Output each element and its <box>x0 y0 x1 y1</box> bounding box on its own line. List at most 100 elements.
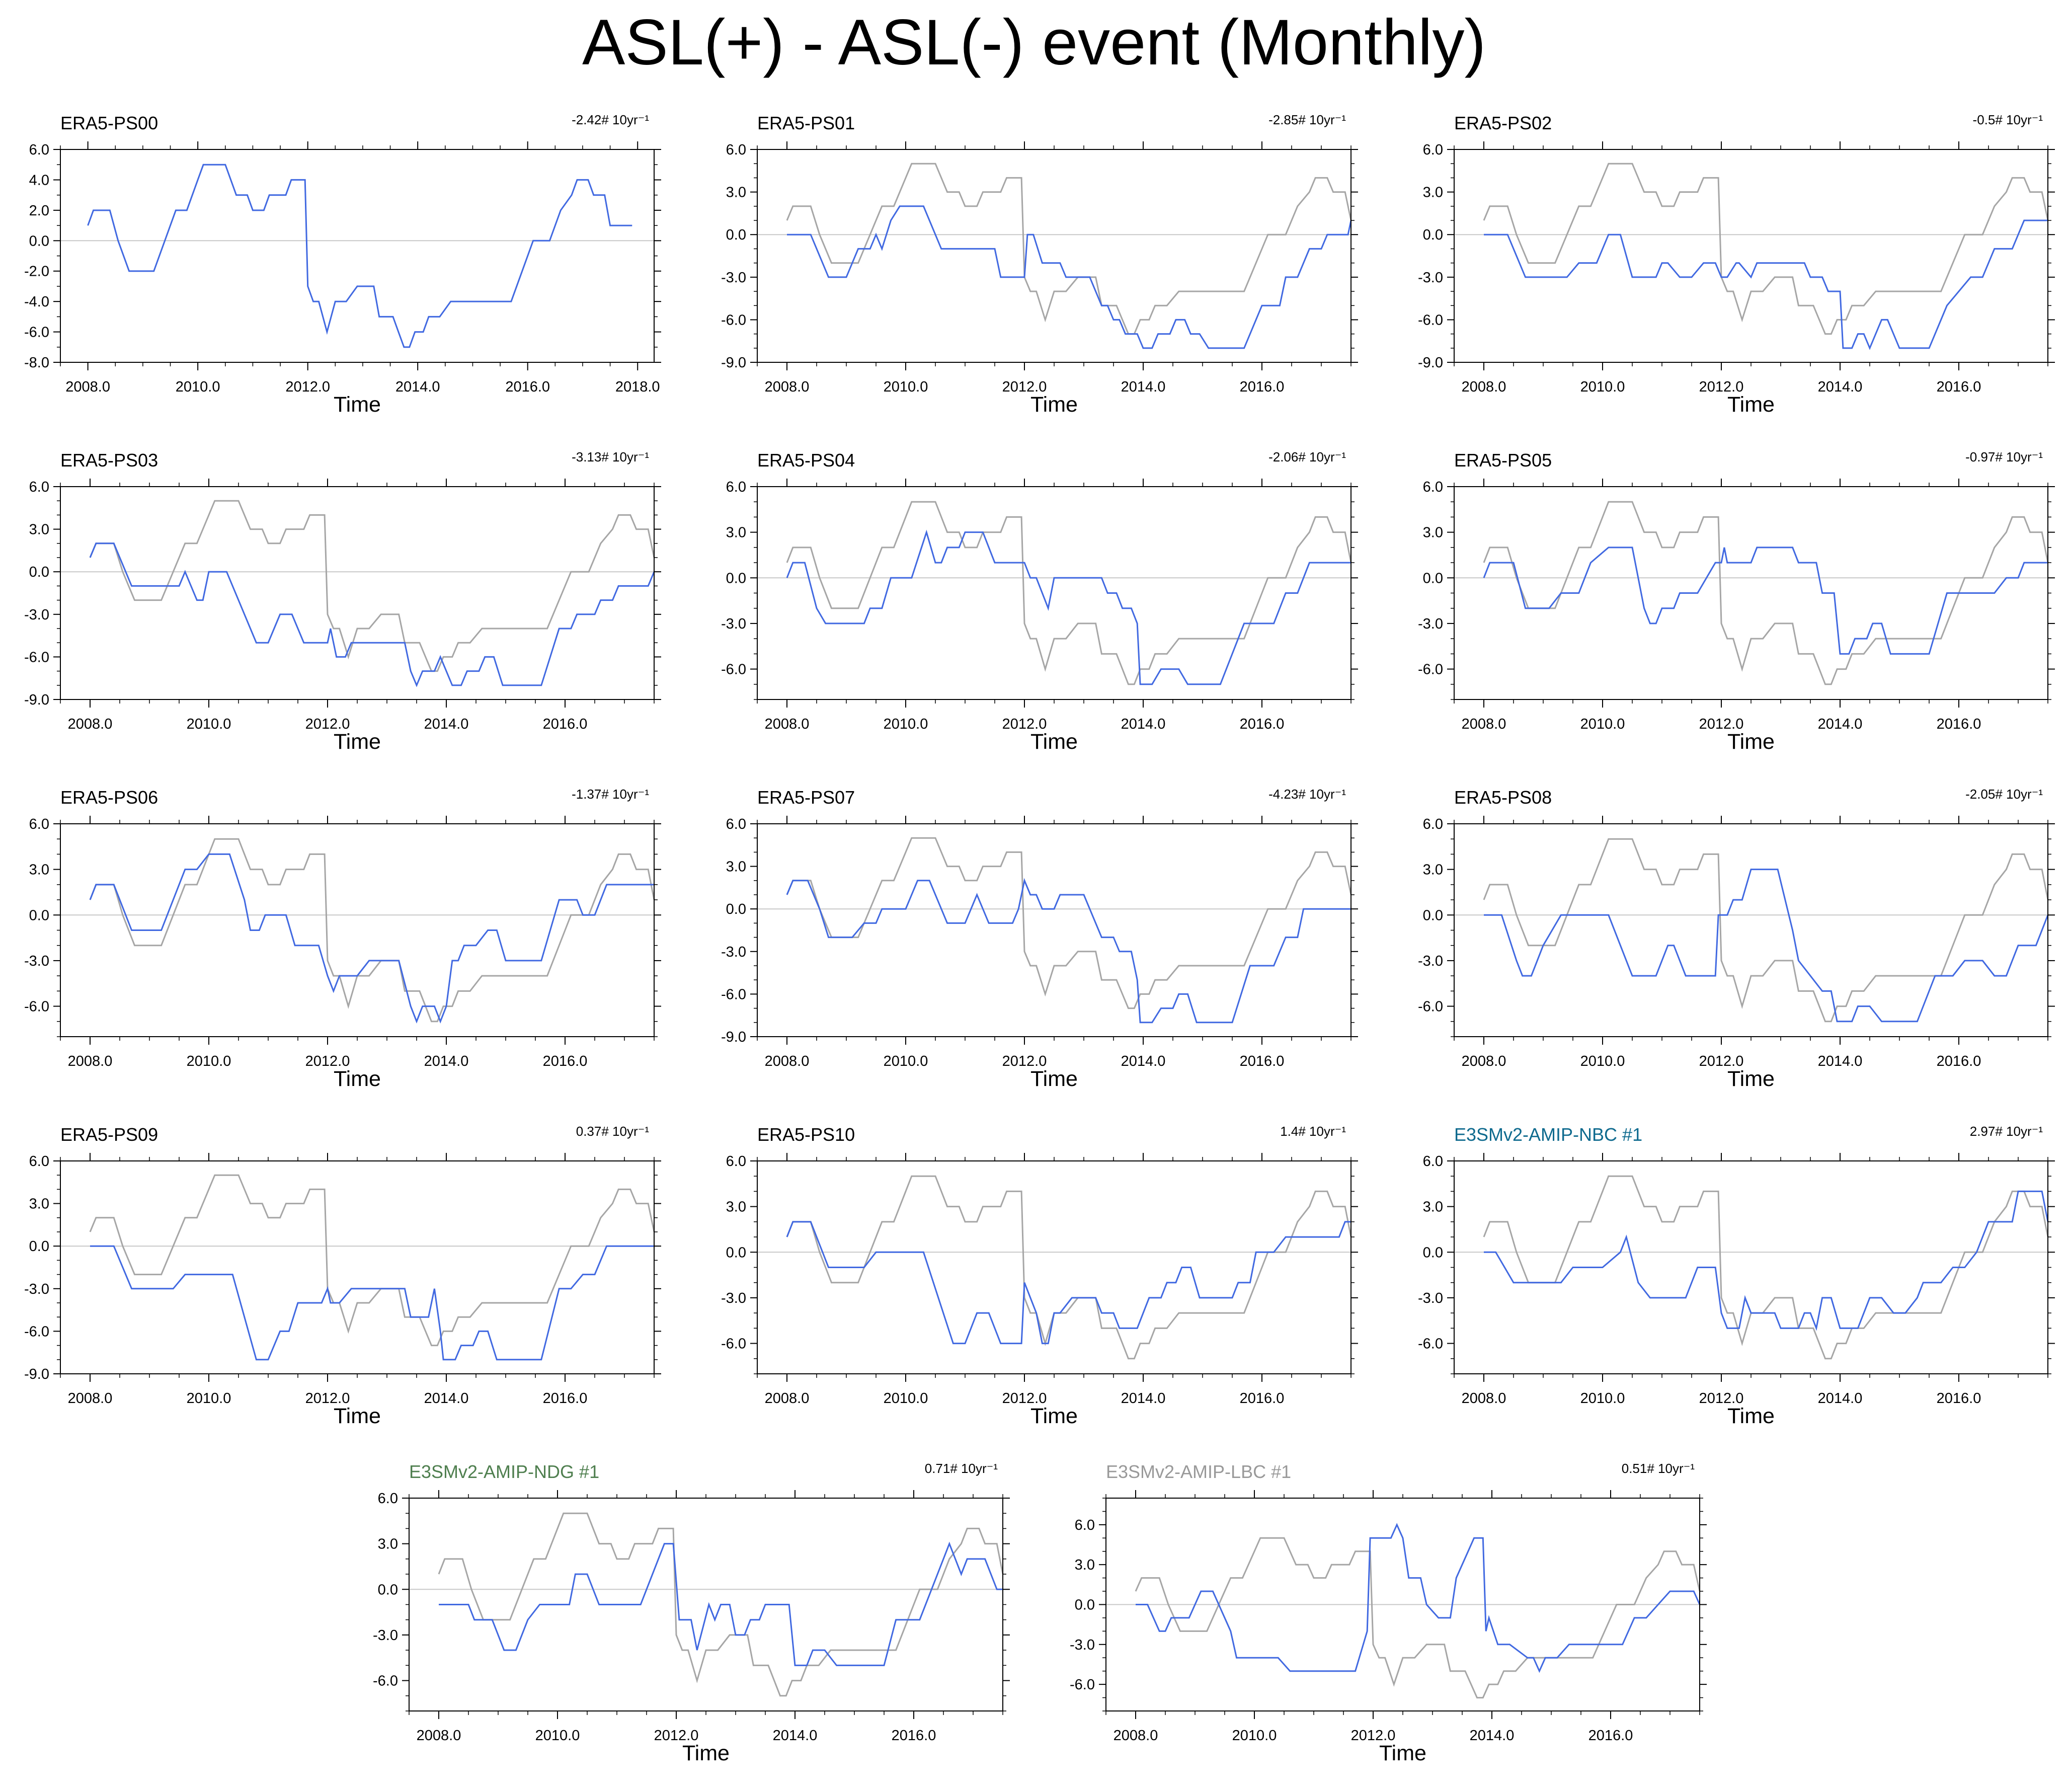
chart-panel: ERA5-PS02 -0.5# 10yr⁻¹ 6.0 3.0 0.0 -3.0 -6.0 -9… <box>1394 98 2055 417</box>
reference-series-line <box>438 1512 1004 1697</box>
x-axis-label: Time <box>682 1741 730 1765</box>
model-series-line <box>787 205 1352 349</box>
x-axis-label: Time <box>1727 730 1775 754</box>
x-tick-label: 2012.0 <box>1351 1728 1396 1744</box>
y-tick-label: -3.0 <box>24 953 49 969</box>
y-tick-label: -6.0 <box>373 1673 398 1689</box>
x-tick-label: 2014.0 <box>1121 1053 1166 1069</box>
chart-svg: ERA5-PS01 -2.85# 10yr⁻¹ 6.0 3.0 0.0 -3.0 -6.0 -… <box>721 112 1358 417</box>
model-series-line <box>1484 1190 2049 1331</box>
reference-series-line <box>89 1174 655 1347</box>
x-tick-label: 2012.0 <box>1699 1053 1744 1069</box>
chart-panel: ERA5-PS03 -3.13# 10yr⁻¹ 6.0 3.0 0.0 -3.0 -6.0 -… <box>0 435 661 754</box>
x-tick-label: 2014.0 <box>395 379 440 395</box>
x-tick-label: 2016.0 <box>543 1390 588 1407</box>
x-axis-label: Time <box>1727 393 1775 417</box>
y-tick-label: 6.0 <box>726 479 746 495</box>
x-tick-label: 2008.0 <box>765 1390 810 1407</box>
x-axis-label: Time <box>1727 1404 1775 1428</box>
x-axis-label: Time <box>1030 730 1078 754</box>
chart-svg: ERA5-PS07 -4.23# 10yr⁻¹ 6.0 3.0 0.0 -3.0 -6.0 -… <box>721 787 1358 1091</box>
chart-panel: ERA5-PS00 -2.42# 10yr⁻¹ 6.0 4.0 2.0 0.0 -2.0 -4… <box>0 98 661 417</box>
reference-series-line <box>786 501 1352 685</box>
x-tick-label: 2016.0 <box>892 1728 936 1744</box>
model-series-line <box>87 164 632 348</box>
y-tick-label: 4.0 <box>29 172 49 188</box>
chart-panel: E3SMv2-AMIP-NBC #1 2.97# 10yr⁻¹ 6.0 3.0 0.0 -… <box>1394 1110 2055 1428</box>
y-tick-label: -6.0 <box>1418 999 1443 1015</box>
y-tick-label: -3.0 <box>1418 953 1443 969</box>
y-tick-label: 6.0 <box>29 1153 49 1170</box>
x-tick-label: 2010.0 <box>176 379 220 395</box>
y-tick-label: 0.0 <box>726 1244 746 1261</box>
y-tick-label: 6.0 <box>726 142 746 158</box>
x-tick-label: 2008.0 <box>1113 1728 1158 1744</box>
y-tick-label: -6.0 <box>24 649 49 665</box>
chart-svg: ERA5-PS00 -2.42# 10yr⁻¹ 6.0 4.0 2.0 0.0 -2.0 -4… <box>24 112 661 417</box>
x-tick-label: 2016.0 <box>543 716 588 732</box>
x-tick-label: 2016.0 <box>1937 716 1981 732</box>
y-tick-label: -6.0 <box>721 312 746 328</box>
trend-label: -2.06# 10yr⁻¹ <box>1268 449 1346 464</box>
y-tick-label: 0.0 <box>378 1582 398 1598</box>
chart-svg: ERA5-PS06 -1.37# 10yr⁻¹ 6.0 3.0 0.0 -3.0 -6.0 2… <box>24 787 661 1091</box>
y-tick-label: 0.0 <box>29 907 49 923</box>
x-tick-label: 2012.0 <box>305 1053 350 1069</box>
y-tick-label: 3.0 <box>726 185 746 201</box>
panel-title: ERA5-PS03 <box>60 450 158 471</box>
y-tick-label: -4.0 <box>24 294 49 310</box>
panel-title: E3SMv2-AMIP-NBC #1 <box>1454 1124 1642 1145</box>
y-tick-label: -3.0 <box>721 270 746 286</box>
y-tick-label: 3.0 <box>1423 185 1443 201</box>
x-tick-label: 2016.0 <box>1588 1728 1633 1744</box>
x-tick-label: 2010.0 <box>884 379 928 395</box>
plot-frame <box>1454 149 2048 363</box>
x-tick-label: 2012.0 <box>1002 379 1047 395</box>
x-tick-label: 2012.0 <box>285 379 330 395</box>
y-tick-label: -9.0 <box>721 355 746 371</box>
panel-title: E3SMv2-AMIP-LBC #1 <box>1106 1461 1291 1482</box>
y-tick-label: 3.0 <box>1423 862 1443 878</box>
y-tick-label: 0.0 <box>1423 1244 1443 1261</box>
chart-svg: ERA5-PS10 1.4# 10yr⁻¹ 6.0 3.0 0.0 -3.0 -6.0 200… <box>721 1124 1358 1428</box>
y-tick-label: 0.0 <box>1423 907 1443 923</box>
trend-label: 2.97# 10yr⁻¹ <box>1970 1124 2043 1139</box>
y-tick-label: 6.0 <box>1423 479 1443 495</box>
chart-svg: ERA5-PS03 -3.13# 10yr⁻¹ 6.0 3.0 0.0 -3.0 -6.0 -… <box>24 449 661 754</box>
panel-title: ERA5-PS10 <box>757 1124 855 1145</box>
chart-svg: ERA5-PS09 0.37# 10yr⁻¹ 6.0 3.0 0.0 -3.0 -6.0 -9… <box>24 1124 661 1428</box>
x-tick-label: 2010.0 <box>884 1053 928 1069</box>
x-tick-label: 2008.0 <box>1462 1390 1506 1407</box>
model-series-line <box>439 1541 1003 1666</box>
x-tick-label: 2014.0 <box>1818 1053 1863 1069</box>
plot-frame <box>60 149 655 363</box>
x-tick-label: 2016.0 <box>1937 379 1981 395</box>
x-axis-label: Time <box>1030 1067 1078 1091</box>
plot-frame <box>757 149 1351 363</box>
chart-panel: ERA5-PS01 -2.85# 10yr⁻¹ 6.0 3.0 0.0 -3.0 -6.0 -… <box>697 98 1358 417</box>
chart-svg: ERA5-PS05 -0.97# 10yr⁻¹ 6.0 3.0 0.0 -3.0 -6.0 2… <box>1418 449 2055 754</box>
x-tick-label: 2014.0 <box>1121 716 1166 732</box>
y-tick-label: 6.0 <box>726 816 746 832</box>
y-tick-label: -3.0 <box>1418 1290 1443 1306</box>
y-tick-label: -3.0 <box>373 1627 398 1644</box>
y-tick-label: 6.0 <box>1423 816 1443 832</box>
x-tick-label: 2008.0 <box>1462 379 1506 395</box>
x-tick-label: 2008.0 <box>68 716 113 732</box>
x-tick-label: 2010.0 <box>884 1390 928 1407</box>
chart-panel: ERA5-PS09 0.37# 10yr⁻¹ 6.0 3.0 0.0 -3.0 -6.0 -9… <box>0 1110 661 1428</box>
y-tick-label: -3.0 <box>1070 1637 1095 1653</box>
x-tick-label: 2010.0 <box>1580 1053 1625 1069</box>
chart-panel: E3SMv2-AMIP-LBC #1 0.51# 10yr⁻¹ 6.0 3.0 0.0 -… <box>1046 1447 1707 1765</box>
x-axis-label: Time <box>334 1067 381 1091</box>
chart-panel: ERA5-PS06 -1.37# 10yr⁻¹ 6.0 3.0 0.0 -3.0 -6.0 2… <box>0 772 661 1091</box>
y-tick-label: 0.0 <box>726 570 746 586</box>
x-tick-label: 2014.0 <box>1121 379 1166 395</box>
trend-label: 1.4# 10yr⁻¹ <box>1280 1124 1346 1139</box>
y-tick-label: 3.0 <box>726 525 746 541</box>
trend-label: -2.05# 10yr⁻¹ <box>1965 787 2043 802</box>
x-tick-label: 2008.0 <box>1462 716 1506 732</box>
chart-panel: E3SMv2-AMIP-NDG #1 0.71# 10yr⁻¹ 6.0 3.0 0.0 -… <box>349 1447 1010 1765</box>
model-series-line <box>1136 1523 1701 1673</box>
x-tick-label: 2010.0 <box>1580 716 1625 732</box>
